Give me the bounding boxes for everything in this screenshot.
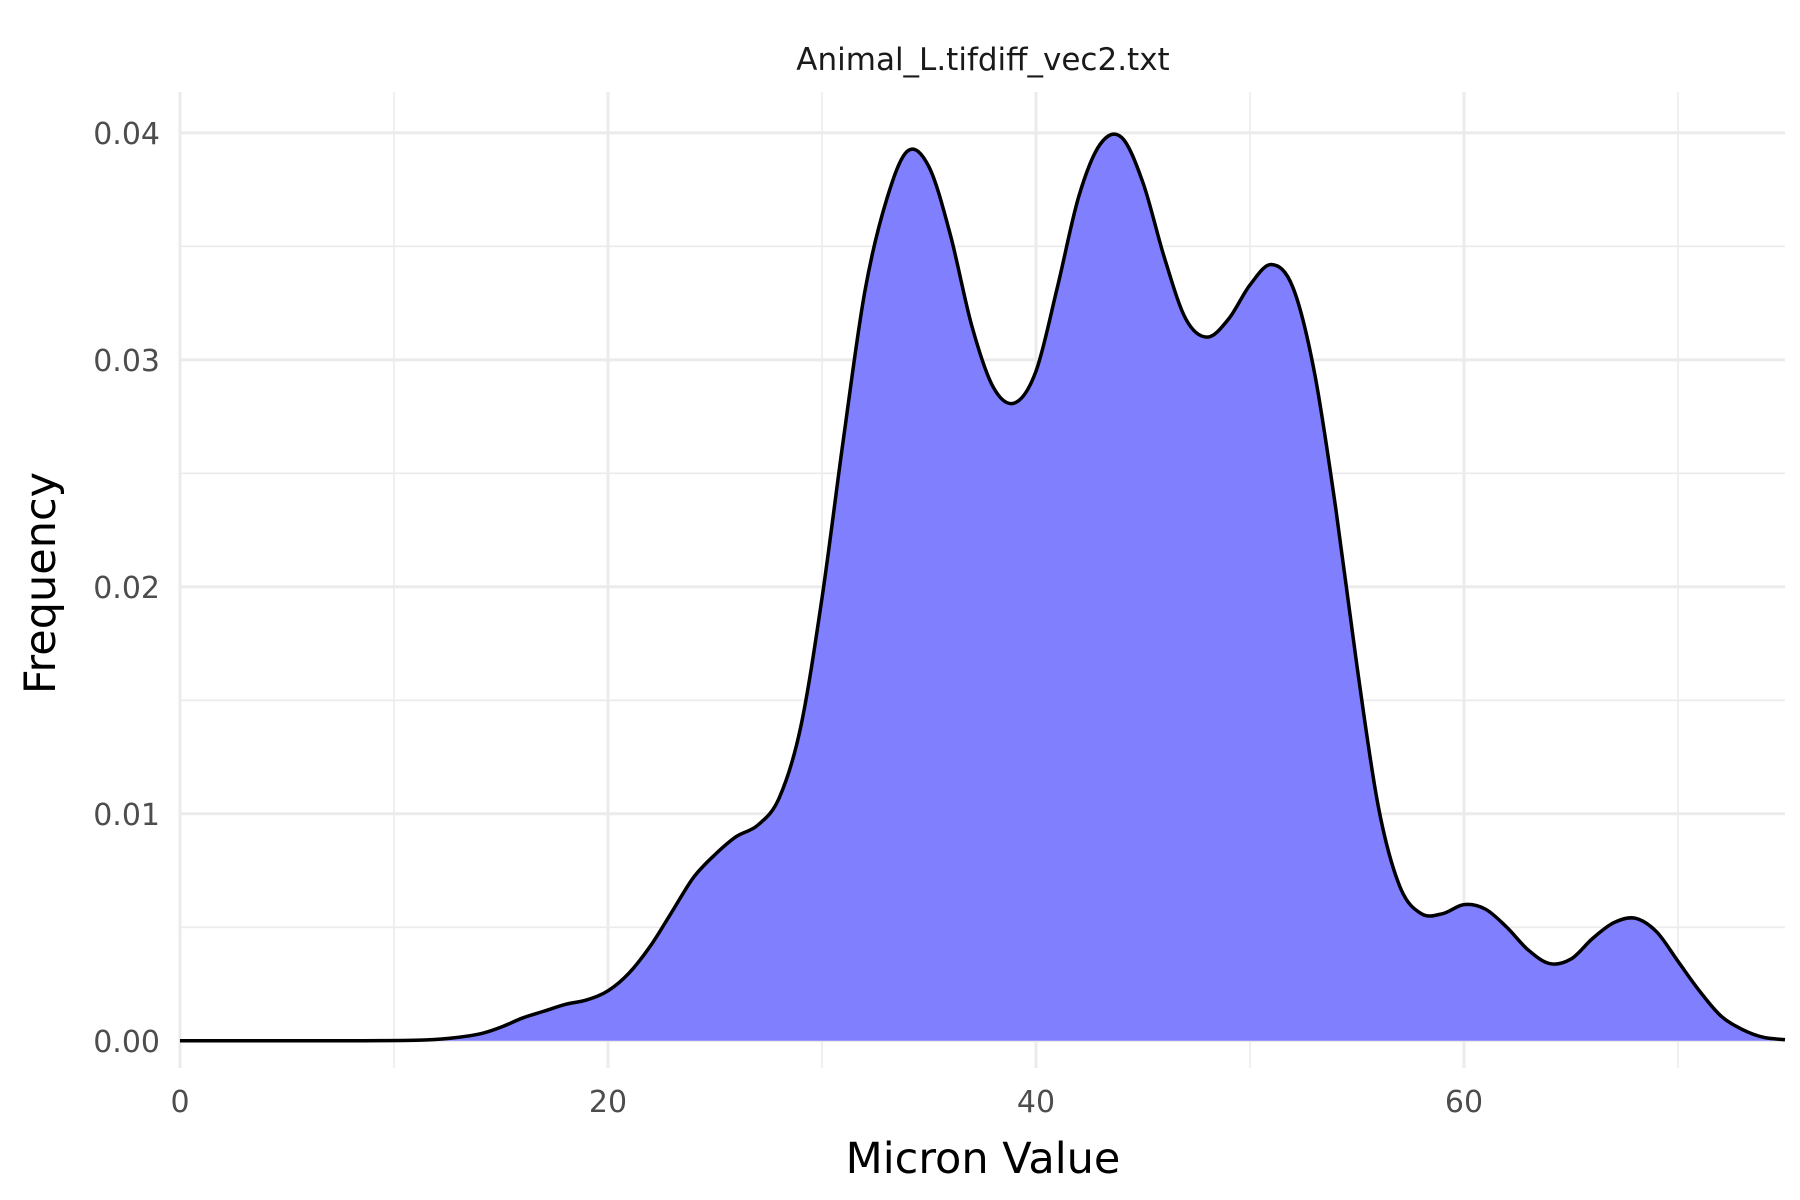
- y-tick-labels: 0.00 0.01 0.02 0.03 0.04: [93, 117, 160, 1060]
- x-tick-label: 0: [170, 1085, 189, 1120]
- y-tick-label: 0.02: [93, 571, 160, 606]
- x-axis-title: Micron Value: [846, 1134, 1121, 1184]
- y-tick-label: 0.03: [93, 344, 160, 379]
- y-tick-label: 0.01: [93, 798, 160, 833]
- density-area: [180, 134, 1785, 1041]
- density-line: [179, 132, 1786, 1043]
- x-tick-label: 60: [1445, 1085, 1483, 1120]
- y-tick-label: 0.04: [93, 117, 160, 152]
- chart-title: Animal_L.tifdiff_vec2.txt: [796, 42, 1169, 78]
- y-axis-title: Frequency: [16, 472, 66, 694]
- x-tick-label: 20: [589, 1085, 627, 1120]
- x-tick-label: 40: [1017, 1085, 1055, 1120]
- y-tick-label: 0.00: [93, 1025, 160, 1060]
- x-tick-labels: 0 20 40 60: [170, 1085, 1483, 1120]
